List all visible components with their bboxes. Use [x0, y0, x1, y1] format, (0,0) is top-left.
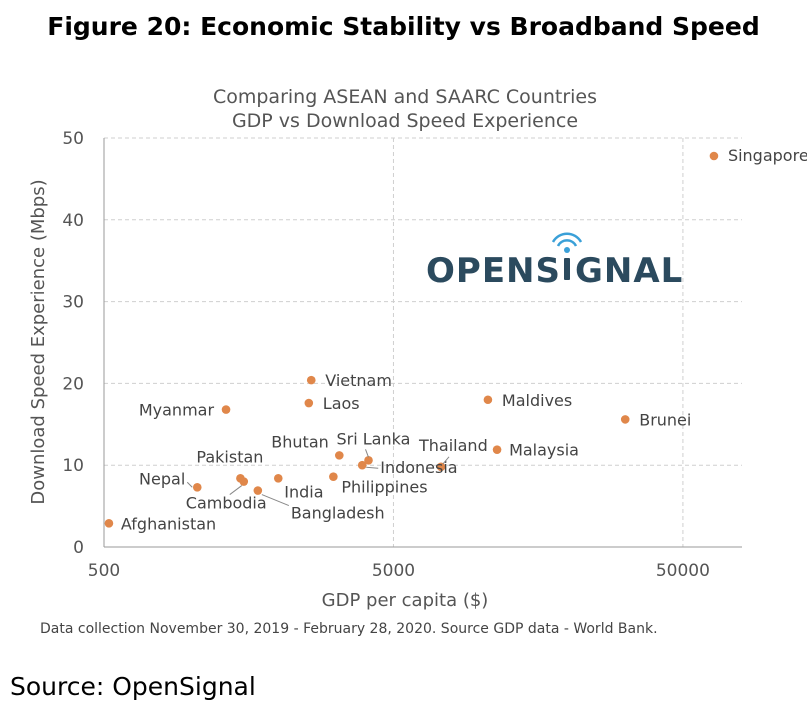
point-label: Bhutan: [271, 432, 328, 451]
point-label: Afghanistan: [121, 514, 216, 533]
y-tick-label: 30: [62, 293, 84, 313]
point-afghanistan: [104, 518, 114, 528]
point-bhutan: [335, 451, 344, 460]
leader-line: [365, 449, 369, 458]
y-tick-label: 0: [73, 538, 84, 558]
leader-line: [442, 456, 450, 465]
point-sri-lanka: [364, 455, 373, 465]
y-tick-label: 20: [62, 374, 84, 394]
leader-line: [186, 481, 193, 488]
point-label: Vietnam: [325, 371, 392, 390]
point-layer: [104, 151, 719, 528]
chart-title-line-2: GDP vs Download Speed Experience: [232, 110, 578, 132]
grid-layer: [104, 137, 742, 547]
point-bangladesh: [253, 486, 263, 495]
point-cambodia: [239, 477, 249, 486]
point-label: Bangladesh: [291, 504, 385, 523]
opensignal-logo: OPENS GNAL: [426, 232, 683, 291]
x-axis-label: GDP per capita ($): [322, 590, 489, 611]
point-label: India: [284, 482, 323, 501]
point-label: Nepal: [139, 469, 185, 488]
point-label: Thailand: [418, 436, 488, 455]
label-layer: Singapore Vietnam Laos Myanmar Maldives Brune…: [121, 146, 807, 533]
point-label: Singapore: [728, 146, 807, 165]
point-malaysia: [492, 445, 502, 454]
point-label: Indonesia: [380, 458, 457, 477]
point-indonesia: [357, 460, 367, 470]
point-singapore: [709, 151, 719, 161]
point-myanmar: [221, 405, 231, 414]
y-axis-label: Download Speed Experience (Mbps): [28, 179, 49, 504]
svg-text:GNAL: GNAL: [575, 251, 683, 291]
footnote: Data collection November 30, 2019 - Febr…: [40, 621, 658, 637]
point-label: Cambodia: [186, 494, 267, 513]
y-tick-label: 40: [62, 211, 84, 231]
svg-text:OPENS: OPENS: [426, 251, 561, 291]
axis-layer: 0 10 20 30 40 50 500 5000 50000: [62, 129, 742, 581]
point-thailand: [436, 462, 446, 472]
leader-line: [261, 494, 290, 507]
x-tick-label: 500: [88, 561, 120, 581]
chart-title-line-1: Comparing ASEAN and SAARC Countries: [213, 86, 597, 108]
signal-i-icon: [551, 232, 583, 280]
point-philippines: [329, 472, 338, 481]
point-label: Pakistan: [196, 447, 263, 466]
point-label: Maldives: [502, 391, 572, 410]
leader-line: [229, 485, 243, 495]
point-label: Sri Lanka: [337, 429, 411, 448]
leader-line: [366, 466, 379, 469]
point-label: Myanmar: [139, 401, 215, 420]
point-india: [273, 473, 283, 483]
point-label: Malaysia: [509, 441, 579, 460]
y-tick-label: 50: [62, 129, 84, 149]
point-brunei: [620, 415, 630, 424]
point-label: Philippines: [341, 478, 427, 497]
figure-title: Figure 20: Economic Stability vs Broadba…: [47, 12, 760, 41]
y-tick-label: 10: [62, 456, 84, 476]
scatter-chart: 0 10 20 30 40 50 500 5000 50000 Comparing ASEAN …: [28, 86, 807, 611]
point-vietnam: [306, 375, 316, 385]
point-nepal: [192, 482, 202, 492]
point-label: Brunei: [639, 410, 691, 429]
point-label: Laos: [323, 394, 360, 413]
point-maldives: [483, 395, 493, 405]
point-laos: [304, 398, 314, 408]
x-tick-label: 50000: [656, 561, 710, 581]
source-note: Source: OpenSignal: [10, 672, 256, 701]
x-tick-label: 5000: [372, 561, 415, 581]
